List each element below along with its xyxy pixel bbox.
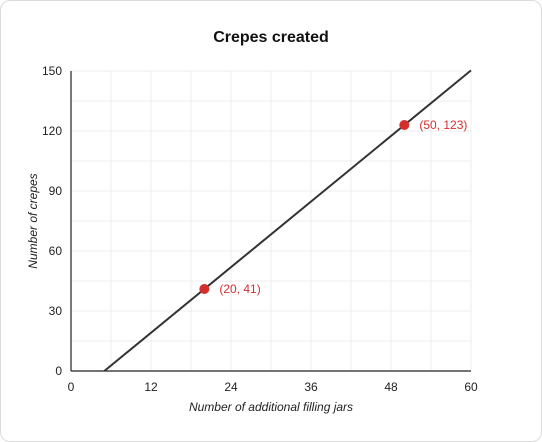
y-tick-label: 150	[42, 64, 62, 78]
y-tick-label: 60	[49, 244, 63, 258]
y-tick-label: 30	[49, 304, 63, 318]
y-tick-label: 90	[49, 184, 63, 198]
x-tick-label: 24	[224, 380, 238, 394]
x-tick-label: 60	[464, 380, 478, 394]
trend-line	[103, 69, 472, 372]
grid-lines	[71, 70, 472, 371]
x-axis-label: Number of additional filling jars	[189, 400, 353, 414]
data-point-label: (20, 41)	[219, 282, 260, 296]
chart-title: Crepes created	[213, 29, 329, 46]
x-tick-labels: 0 12 24 36 48 60	[68, 380, 478, 394]
data-point	[399, 120, 410, 130]
y-tick-label: 0	[55, 364, 62, 378]
data-point	[199, 284, 210, 294]
x-tick-label: 48	[384, 380, 398, 394]
y-tick-labels: 0 30 60 90 120 150	[42, 64, 62, 378]
x-tick-label: 36	[304, 380, 318, 394]
y-axis-label: Number of crepes	[26, 173, 40, 268]
x-tick-label: 0	[68, 380, 75, 394]
series-layer: (20, 41) (50, 123)	[103, 69, 472, 372]
x-tick-label: 12	[144, 380, 158, 394]
data-point-label: (50, 123)	[419, 118, 467, 132]
y-tick-label: 120	[42, 124, 62, 138]
